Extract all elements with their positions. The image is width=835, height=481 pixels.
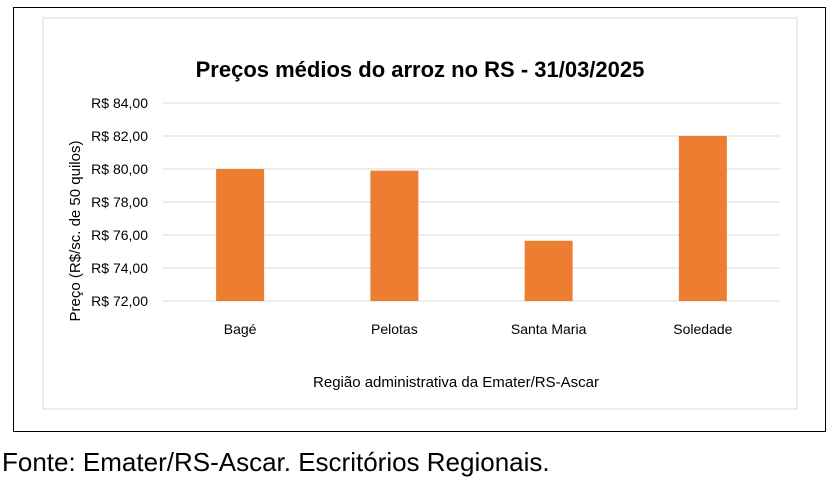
y-axis-label: Preço (R$/sc. de 50 quilos)	[67, 141, 84, 322]
y-tick-label: R$ 80,00	[91, 161, 148, 177]
x-tick-label: Pelotas	[371, 321, 418, 337]
bar	[216, 169, 265, 301]
bar	[524, 240, 573, 301]
x-tick-label: Santa Maria	[511, 321, 587, 337]
chart-title: Preços médios do arroz no RS - 31/03/202…	[196, 57, 645, 82]
y-tick-label: R$ 78,00	[91, 194, 148, 210]
y-axis-ticks: R$ 72,00 R$ 74,00 R$ 76,00 R$ 78,00 R$ 80,00…	[91, 95, 148, 309]
x-tick-label: Soledade	[673, 321, 732, 337]
x-tick-label: Bagé	[224, 321, 257, 337]
x-axis-label: Região administrativa da Emater/RS-Ascar	[313, 374, 599, 391]
y-tick-label: R$ 84,00	[91, 95, 148, 111]
bars	[216, 136, 727, 301]
bar	[678, 136, 727, 301]
chart: Preços médios do arroz no RS - 31/03/202…	[42, 17, 798, 410]
y-tick-label: R$ 76,00	[91, 227, 148, 243]
x-axis-ticks: Bagé Pelotas Santa Maria Soledade	[224, 321, 733, 337]
y-tick-label: R$ 74,00	[91, 260, 148, 276]
source-note: Fonte: Emater/RS-Ascar. Escritórios Regi…	[2, 447, 550, 477]
y-tick-label: R$ 72,00	[91, 293, 148, 309]
bar	[370, 170, 419, 301]
gridlines	[163, 102, 780, 302]
chart-area-border	[42, 17, 798, 410]
y-tick-label: R$ 82,00	[91, 128, 148, 144]
